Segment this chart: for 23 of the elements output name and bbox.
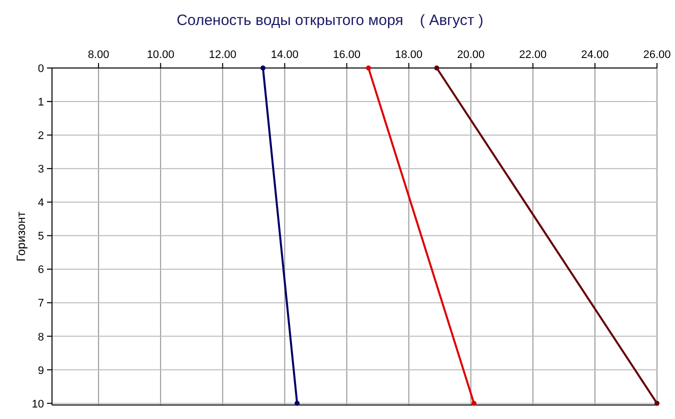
y-tick-label: 7 xyxy=(38,298,44,310)
y-axis-title: Горизонт xyxy=(14,211,28,262)
y-tick-label: 4 xyxy=(38,197,44,210)
x-tick-label: 22.00 xyxy=(519,49,547,61)
y-tick-label: 10 xyxy=(32,398,44,410)
y-tick-label: 5 xyxy=(38,230,44,243)
x-tick-label: 24.00 xyxy=(581,49,609,61)
chart-title: Соленость воды открытого моря ( Август ) xyxy=(176,12,484,29)
y-tick-label: 3 xyxy=(38,164,44,176)
x-tick-label: 26.00 xyxy=(643,49,671,61)
x-tick-label: 12.00 xyxy=(208,49,236,61)
x-tick-label: 14.00 xyxy=(270,49,298,61)
x-tick-label: 20.00 xyxy=(457,49,485,61)
y-tick-label: 0 xyxy=(38,63,44,75)
x-tick-label: 18.00 xyxy=(395,49,423,61)
y-tick-label: 6 xyxy=(38,264,44,276)
y-tick-label: 1 xyxy=(38,96,44,109)
x-tick-label: 10.00 xyxy=(146,49,174,61)
x-tick-label: 16.00 xyxy=(332,49,361,61)
y-tick-label: 2 xyxy=(38,130,44,142)
x-tick-label: 8.00 xyxy=(88,49,110,61)
y-tick-label: 9 xyxy=(38,364,44,377)
y-tick-label: 8 xyxy=(38,331,44,344)
